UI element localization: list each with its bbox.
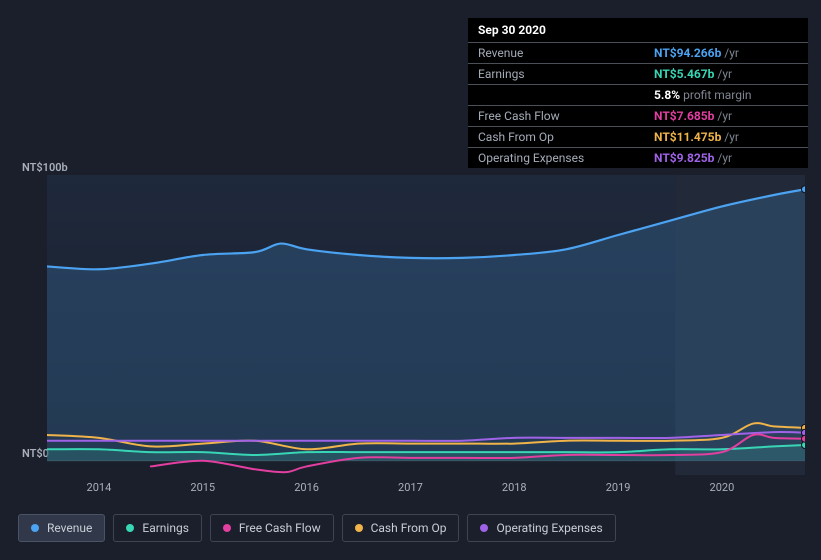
tooltip-date: Sep 30 2020 <box>468 18 808 42</box>
legend-swatch <box>480 524 488 532</box>
x-tick: 2014 <box>87 481 112 494</box>
y-axis-label: NT$100b <box>22 161 68 174</box>
legend-swatch <box>223 524 231 532</box>
legend: Revenue Earnings Free Cash Flow Cash From O… <box>18 514 616 542</box>
legend-label: Cash From Op <box>371 521 447 535</box>
legend-item-revenue[interactable]: Revenue <box>18 514 105 542</box>
x-tick: 2018 <box>502 481 527 494</box>
tooltip-row-label <box>468 85 644 106</box>
legend-item-operating_expenses[interactable]: Operating Expenses <box>467 514 615 542</box>
tooltip-rows: RevenueNT$94.266b /yrEarningsNT$5.467b /… <box>468 42 808 168</box>
x-tick: 2015 <box>190 481 215 494</box>
tooltip-row-label: Cash From Op <box>468 127 644 148</box>
tooltip-row-value: 5.8% profit margin <box>644 85 808 106</box>
legend-item-earnings[interactable]: Earnings <box>113 514 202 542</box>
y-axis-label: NT$0 <box>22 447 49 460</box>
tooltip-row-label: Revenue <box>468 43 644 64</box>
tooltip-row-value: NT$94.266b /yr <box>644 43 808 64</box>
end-marker-free_cash_flow <box>802 435 806 442</box>
x-tick: 2017 <box>398 481 423 494</box>
hover-tooltip: Sep 30 2020 RevenueNT$94.266b /yrEarning… <box>468 18 808 168</box>
end-marker-revenue <box>802 186 806 193</box>
x-tick: 2020 <box>710 481 735 494</box>
chart-plot[interactable] <box>47 175 805 475</box>
tooltip-row-label: Earnings <box>468 64 644 85</box>
legend-label: Earnings <box>142 521 189 535</box>
legend-label: Operating Expenses <box>496 521 602 535</box>
legend-swatch <box>31 524 39 532</box>
x-tick: 2016 <box>294 481 319 494</box>
legend-label: Free Cash Flow <box>239 521 321 535</box>
legend-item-cash_from_op[interactable]: Cash From Op <box>342 514 460 542</box>
legend-label: Revenue <box>47 521 92 535</box>
x-tick: 2019 <box>606 481 631 494</box>
tooltip-row-value: NT$9.825b /yr <box>644 148 808 169</box>
tooltip-row-label: Free Cash Flow <box>468 106 644 127</box>
tooltip-row-value: NT$5.467b /yr <box>644 64 808 85</box>
tooltip-row-value: NT$7.685b /yr <box>644 106 808 127</box>
chart-container: Sep 30 2020 RevenueNT$94.266b /yrEarning… <box>0 0 821 560</box>
legend-item-free_cash_flow[interactable]: Free Cash Flow <box>210 514 334 542</box>
tooltip-row-value: NT$11.475b /yr <box>644 127 808 148</box>
tooltip-row-label: Operating Expenses <box>468 148 644 169</box>
legend-swatch <box>355 524 363 532</box>
legend-swatch <box>126 524 134 532</box>
